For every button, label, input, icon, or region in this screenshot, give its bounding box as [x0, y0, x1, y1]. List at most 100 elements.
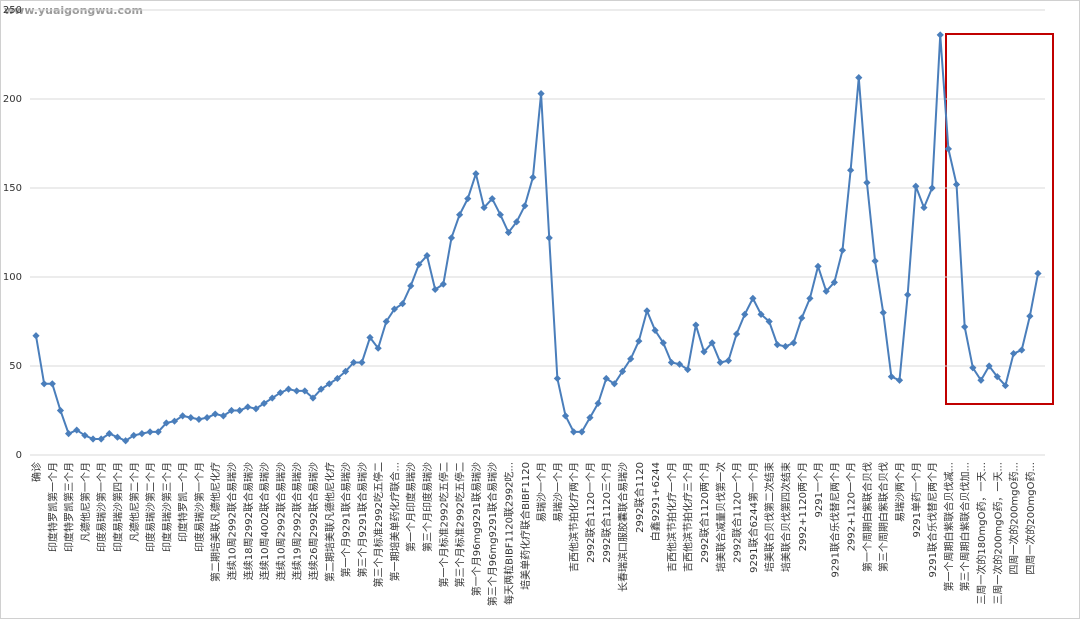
- data-point: [1018, 346, 1026, 354]
- data-point: [89, 435, 97, 443]
- y-tick-label: 250: [3, 5, 22, 16]
- data-point: [382, 317, 390, 326]
- data-point: [407, 282, 415, 290]
- data-point: [635, 337, 643, 345]
- data-point: [806, 294, 814, 302]
- x-tick-label: 四周一次的200mgO药...: [1008, 462, 1021, 575]
- x-tick-label: 培美单药化疗联合BIBF1120: [519, 462, 532, 590]
- data-point: [708, 339, 716, 347]
- x-tick-label: 2992联合1120一个月: [584, 462, 597, 563]
- data-point: [838, 246, 847, 254]
- data-point: [912, 182, 920, 190]
- data-point: [790, 339, 798, 347]
- x-tick-label: 9291联合6244第一个月: [747, 462, 760, 573]
- data-point: [488, 195, 496, 203]
- data-point: [521, 202, 529, 210]
- x-tick-label: 培美联合贝伐第四次结束: [779, 462, 792, 572]
- x-tick-label: 吉西他滨节拍化疗一个月: [665, 462, 678, 572]
- data-point: [276, 389, 284, 397]
- x-tick-label: 培美联合减量贝伐第一次: [714, 462, 727, 572]
- data-point: [170, 417, 179, 425]
- x-tick-label: 易瑞沙一个月: [536, 462, 548, 522]
- data-point: [749, 294, 757, 302]
- data-point: [504, 228, 513, 237]
- data-point: [765, 317, 773, 326]
- data-point: [773, 341, 781, 349]
- data-point: [586, 414, 594, 422]
- x-tick-label: 第三个月标准2992吃五停二: [372, 462, 385, 587]
- x-tick-label: 第三个月标准2992吃五停二: [454, 462, 467, 587]
- data-point: [700, 348, 708, 356]
- data-point: [618, 367, 627, 375]
- data-point: [1034, 269, 1042, 278]
- data-point: [675, 360, 684, 368]
- x-tick-label: 每天两粒BIBF1120联2992吃...: [502, 462, 515, 605]
- data-point: [64, 430, 73, 438]
- data-point: [162, 419, 170, 427]
- data-point: [130, 431, 138, 440]
- data-point: [227, 406, 236, 415]
- x-tick-label: 2992联合1120: [633, 462, 646, 533]
- x-tick-label: 连续18周2992联合易瑞沙: [242, 462, 255, 580]
- data-point: [447, 234, 456, 242]
- x-tick-label: 第一期培美单药化疗联合...: [388, 462, 401, 582]
- data-point: [1009, 349, 1018, 358]
- data-point: [822, 287, 830, 295]
- x-tick-label: 第一个月印度易瑞沙: [405, 462, 418, 552]
- y-tick-label: 200: [3, 94, 22, 105]
- y-tick-label: 0: [16, 450, 22, 461]
- x-tick-label: 2992联合1120三个月: [600, 462, 613, 563]
- data-point: [32, 332, 40, 340]
- x-tick-label: 三周一次的200mgO药，一天...: [991, 462, 1004, 605]
- x-tick-label: 培美联合贝伐第二次结束: [763, 462, 776, 572]
- data-point: [301, 387, 309, 395]
- x-tick-label: 第三个月96mg9291联合易瑞沙: [486, 462, 499, 606]
- data-point: [863, 179, 871, 187]
- data-point: [855, 74, 863, 82]
- data-point: [195, 415, 203, 423]
- data-point: [961, 323, 969, 331]
- x-tick-label: 吉西他滨节拍化疗两个月: [568, 462, 581, 572]
- data-point: [480, 203, 488, 212]
- data-point: [716, 358, 724, 367]
- data-point: [398, 300, 407, 308]
- data-point: [651, 326, 659, 334]
- data-point: [113, 433, 122, 441]
- x-tick-label: 9291联合乐伐替尼两个月: [926, 462, 939, 577]
- data-point: [545, 234, 553, 242]
- data-point: [244, 403, 252, 411]
- x-tick-label: 凡德他尼第一个月: [79, 462, 92, 542]
- data-point: [40, 380, 48, 388]
- x-tick-label: 第三个月印度易瑞沙: [421, 462, 434, 552]
- data-point: [333, 374, 342, 383]
- data-point: [537, 90, 545, 98]
- data-point: [814, 262, 822, 270]
- data-point: [602, 374, 610, 383]
- data-point: [847, 166, 855, 174]
- data-point: [211, 410, 219, 418]
- data-point: [969, 364, 977, 372]
- x-tick-label: 2992联合1120两个月: [698, 462, 711, 563]
- data-point: [472, 170, 480, 178]
- x-tick-label: 凡德他尼第二个月: [128, 462, 141, 542]
- data-point: [390, 305, 399, 313]
- data-point: [977, 376, 985, 384]
- x-tick-label: 三周一次的180mgO药，一天...: [975, 462, 988, 605]
- x-tick-label: 印度易瑞沙第四个月: [111, 462, 124, 552]
- x-tick-label: 2992+1120两个月: [797, 462, 809, 551]
- data-point: [268, 394, 276, 402]
- data-point: [219, 412, 227, 420]
- data-point: [887, 373, 895, 381]
- data-point: [920, 203, 928, 212]
- data-point: [659, 339, 667, 347]
- x-tick-label: 印度特罗凯一个月: [177, 462, 190, 542]
- x-tick-label: 第一个月9291联合易瑞沙: [340, 462, 353, 577]
- data-point: [879, 309, 887, 317]
- x-tick-label: 印度易瑞沙第三个月: [160, 462, 173, 552]
- x-tick-label: 印度易瑞沙第一个月: [95, 462, 108, 552]
- data-point: [138, 430, 146, 438]
- data-point: [97, 435, 105, 443]
- data-point: [366, 333, 374, 342]
- y-tick-label: 50: [9, 361, 22, 372]
- data-point: [105, 430, 113, 438]
